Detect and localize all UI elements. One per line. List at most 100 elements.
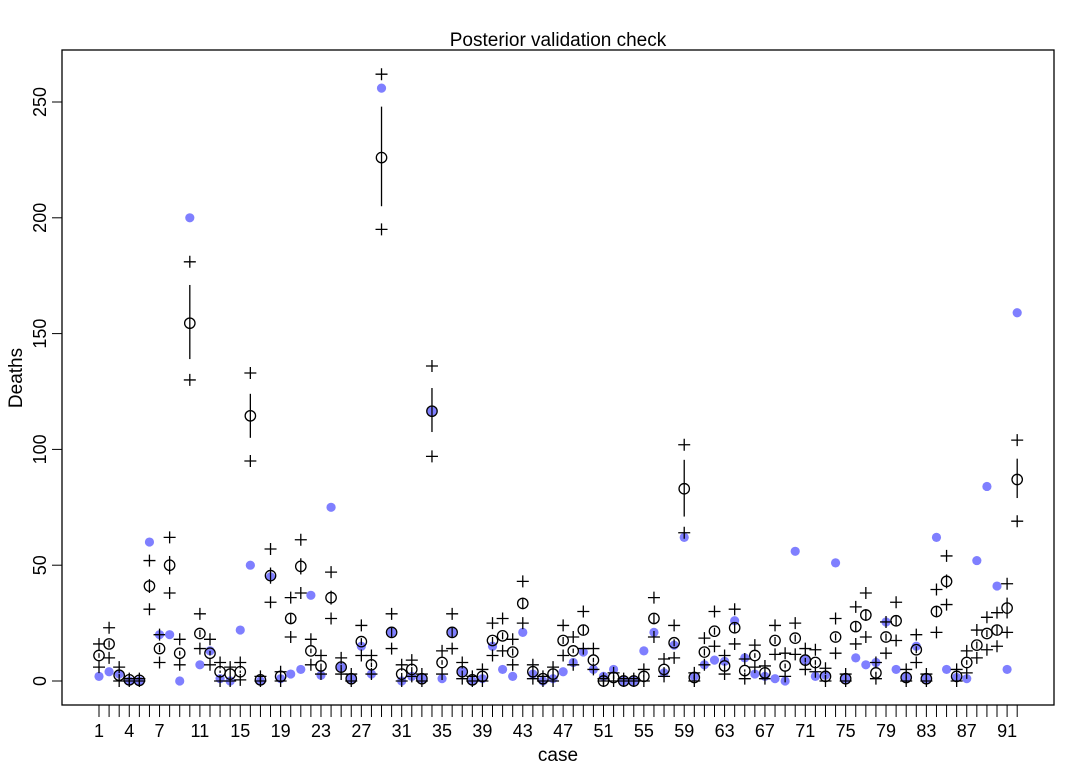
data-marks xyxy=(93,68,1024,687)
observed-point xyxy=(1012,308,1022,318)
predicted-mean-point xyxy=(981,627,993,640)
prediction-interval-marker xyxy=(325,566,338,579)
prediction-interval-marker xyxy=(183,255,196,268)
prediction-interval-marker xyxy=(698,658,711,671)
prediction-interval-marker xyxy=(758,659,771,672)
prediction-interval-marker xyxy=(536,670,549,683)
prediction-interval-marker xyxy=(678,526,691,539)
predicted-mean-point xyxy=(577,624,590,636)
prediction-interval-marker xyxy=(103,621,116,634)
prediction-interval-marker xyxy=(153,656,166,669)
y-tick-label: 100 xyxy=(30,434,50,464)
predicted-mean-point xyxy=(970,639,983,651)
prediction-interval-marker xyxy=(355,619,368,632)
prediction-interval-marker xyxy=(960,666,973,679)
prediction-interval-marker xyxy=(173,633,186,646)
y-tick-label: 250 xyxy=(30,87,50,117)
prediction-interval-marker xyxy=(314,668,327,681)
prediction-interval-marker xyxy=(799,642,812,655)
predicted-mean-point xyxy=(789,632,802,645)
prediction-interval-marker xyxy=(930,583,943,596)
predicted-mean-point xyxy=(446,626,458,639)
predicted-mean-point xyxy=(849,620,862,633)
prediction-interval-marker xyxy=(557,649,570,662)
prediction-interval-marker xyxy=(708,605,721,618)
prediction-interval-marker xyxy=(970,651,983,664)
prediction-interval-marker xyxy=(375,223,388,236)
x-tick-label: 1 xyxy=(94,721,104,741)
x-axis: 1 4 7 11 15 19 23 27 31 35 39 43 47 51 55 59 63 67 71 75 79 8… xyxy=(94,705,1018,741)
predicted-mean-point xyxy=(728,621,741,634)
prediction-interval-marker xyxy=(668,619,681,632)
prediction-interval-marker xyxy=(647,630,660,643)
prediction-interval-marker xyxy=(446,642,459,655)
observed-point xyxy=(941,664,952,675)
observed-point xyxy=(1002,664,1012,675)
predicted-mean-point xyxy=(668,636,680,649)
observed-point xyxy=(376,83,387,93)
prediction-interval-marker xyxy=(425,360,438,373)
x-tick-label: 67 xyxy=(755,721,775,741)
prediction-interval-marker xyxy=(254,670,267,683)
prediction-interval-marker xyxy=(1001,626,1014,639)
prediction-interval-marker xyxy=(980,611,993,624)
prediction-interval-marker xyxy=(93,661,105,674)
x-tick-label: 39 xyxy=(472,721,492,741)
prediction-interval-marker xyxy=(486,617,499,630)
prediction-interval-marker xyxy=(93,637,105,650)
predicted-mean-point xyxy=(305,645,317,657)
prediction-interval-marker xyxy=(930,626,943,639)
prediction-interval-marker xyxy=(900,675,913,687)
observed-point xyxy=(851,653,861,663)
predicted-mean-point xyxy=(93,649,105,662)
observed-point xyxy=(175,676,185,686)
prediction-interval-marker xyxy=(577,642,590,655)
prediction-interval-marker xyxy=(708,640,721,653)
observed-point xyxy=(498,664,508,675)
x-tick-label: 59 xyxy=(674,721,694,741)
predicted-mean-point xyxy=(355,635,368,648)
predicted-mean-point xyxy=(204,647,216,660)
prediction-interval-marker xyxy=(203,633,216,646)
predicted-mean-point xyxy=(567,645,580,657)
observed-point xyxy=(558,667,568,677)
x-tick-label: 55 xyxy=(634,721,654,741)
observed-point xyxy=(770,674,780,684)
prediction-interval-marker xyxy=(728,603,741,616)
prediction-interval-marker xyxy=(456,656,469,669)
prediction-interval-marker xyxy=(466,670,479,683)
x-tick-label: 71 xyxy=(795,721,815,741)
observed-point xyxy=(830,558,841,568)
predicted-mean-point xyxy=(991,624,1003,636)
prediction-interval-marker xyxy=(809,643,822,656)
prediction-interval-marker xyxy=(133,672,146,685)
prediction-interval-marker xyxy=(224,661,237,674)
x-tick-label: 4 xyxy=(124,721,134,741)
x-tick-label: 91 xyxy=(997,721,1017,741)
prediction-interval-marker xyxy=(910,656,923,669)
prediction-interval-marker xyxy=(849,637,862,650)
prediction-interval-marker xyxy=(829,647,842,660)
prediction-interval-marker xyxy=(294,586,307,599)
prediction-interval-marker xyxy=(264,596,277,609)
y-tick-label: 50 xyxy=(30,555,50,575)
observed-point xyxy=(931,532,942,543)
prediction-interval-marker xyxy=(496,612,509,625)
prediction-interval-marker xyxy=(375,68,388,81)
y-tick-label: 0 xyxy=(30,676,50,686)
prediction-interval-marker xyxy=(637,675,650,687)
observed-point xyxy=(972,555,982,566)
prediction-interval-marker xyxy=(526,658,539,671)
prediction-interval-marker xyxy=(436,644,449,657)
prediction-interval-marker xyxy=(658,670,671,683)
observed-point xyxy=(790,546,800,556)
x-tick-label: 83 xyxy=(916,721,936,741)
x-tick-label: 43 xyxy=(513,721,533,741)
observed-point xyxy=(185,213,195,223)
prediction-interval-marker xyxy=(991,606,1004,619)
prediction-interval-marker xyxy=(325,612,338,625)
prediction-interval-marker xyxy=(789,648,802,661)
prediction-interval-marker xyxy=(748,661,761,674)
prediction-interval-marker xyxy=(869,672,882,685)
